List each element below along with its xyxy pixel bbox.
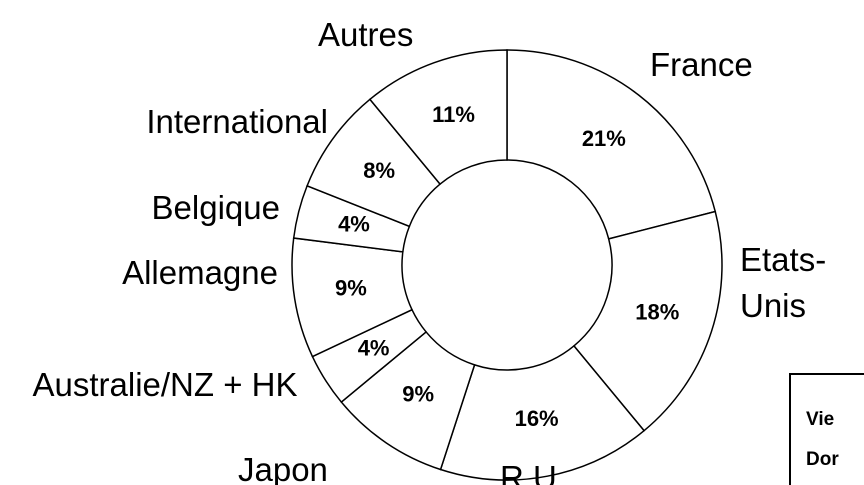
category-label: International	[146, 103, 328, 140]
value-label: 9%	[335, 276, 367, 301]
category-label: France	[650, 46, 753, 83]
donut-slice	[572, 210, 723, 432]
category-label: Allemagne	[122, 254, 278, 291]
category-label: Autres	[318, 16, 414, 53]
category-label: Australie/NZ + HK	[32, 366, 298, 403]
value-label: 16%	[515, 406, 559, 431]
value-label: 18%	[635, 300, 679, 325]
category-label: R.U	[500, 459, 557, 485]
annotation: Vie	[806, 409, 834, 430]
category-label: Etats-Unis	[740, 241, 827, 324]
category-label: Japon	[238, 451, 328, 485]
legend-box	[789, 373, 864, 485]
category-label: Belgique	[151, 189, 280, 226]
donut-slice	[506, 49, 717, 240]
value-label: 8%	[363, 158, 395, 183]
donut-slice	[368, 49, 508, 186]
value-label: 4%	[338, 212, 370, 237]
value-label: 9%	[402, 381, 434, 406]
annotation: Dor	[806, 449, 839, 470]
value-label: 4%	[358, 335, 390, 360]
value-label: 11%	[432, 102, 475, 127]
donut-slice	[439, 344, 646, 481]
value-label: 21%	[582, 126, 626, 151]
